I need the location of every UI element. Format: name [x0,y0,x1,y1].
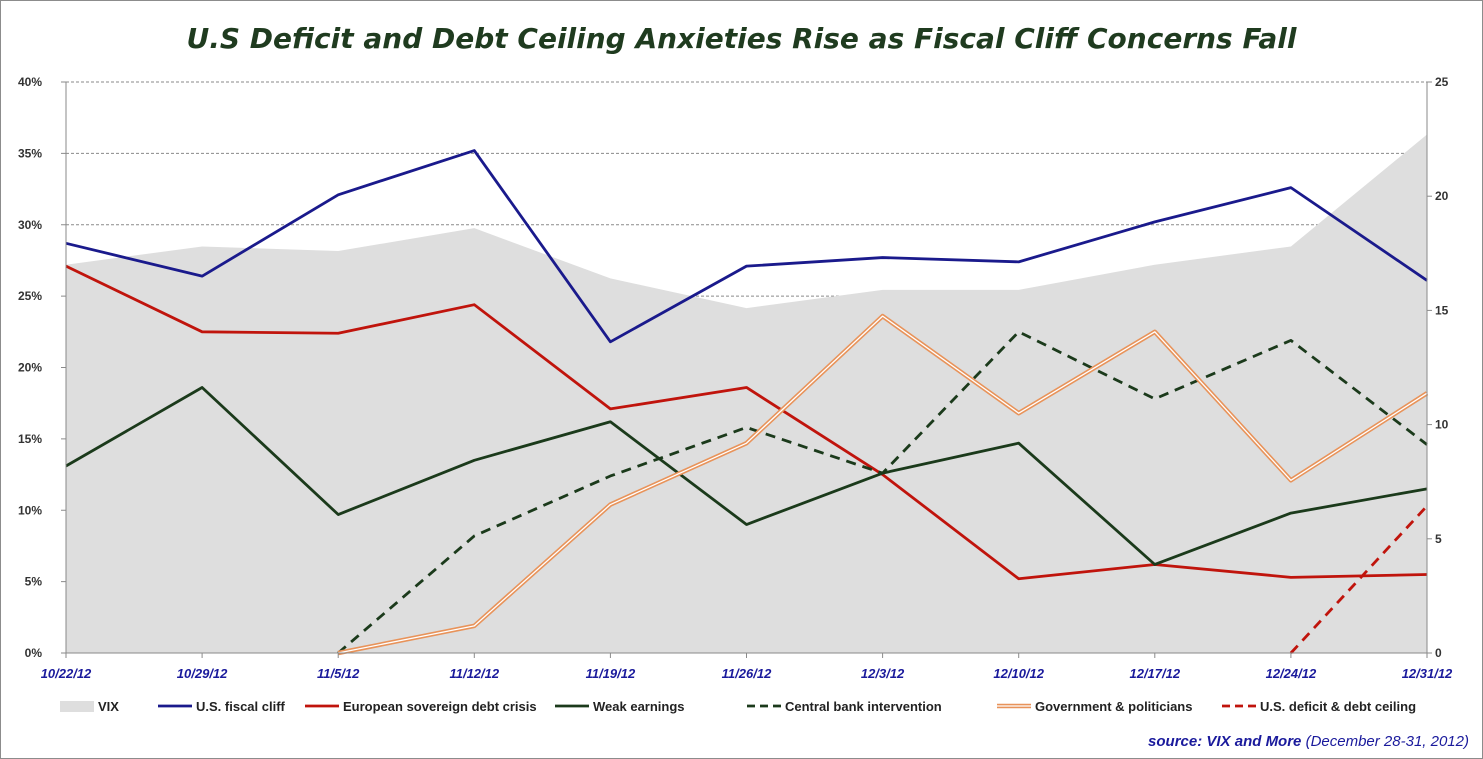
legend-label: U.S. deficit & debt ceiling [1260,699,1416,714]
y-left-tick-label: 35% [18,146,42,160]
legend-label: VIX [98,699,119,714]
y-left-tick-label: 0% [25,646,43,660]
source-prefix: source: VIX and More [1148,733,1302,750]
series-lines [65,149,1429,656]
series-area-vix [66,134,1427,654]
y-left-tick-label: 5% [25,575,43,589]
series-line-european-sovereign-debt-crisis [65,264,1428,581]
legend-item-weak-earnings: Weak earnings [555,699,685,714]
legend-label: Weak earnings [593,699,685,714]
series-line-weak-earnings [65,386,1428,566]
x-tick-label: 12/31/12 [1402,666,1453,681]
x-tick-label: 11/26/12 [722,666,772,681]
x-tick-label: 10/22/12 [41,666,92,681]
vix-area-layer [66,134,1427,654]
x-tick-label: 11/19/12 [586,666,636,681]
x-tick-label: 12/10/12 [993,666,1044,681]
y-right-tick-label: 5 [1435,532,1442,546]
legend-label: Government & politicians [1035,699,1192,714]
y-right-tick-label: 25 [1435,75,1449,89]
legend-label: European sovereign debt crisis [343,699,537,714]
axes: 0% 5% 10% 15% 20% 25% 30% 35% 40% 0 5 10 15 20 25 10/22… [18,75,1453,681]
y-left-tick-label: 20% [18,361,42,375]
legend-label: U.S. fiscal cliff [196,699,286,714]
chart-title: U.S Deficit and Debt Ceiling Anxieties R… [186,22,1297,55]
y-right-tick-label: 0 [1435,646,1442,660]
y-right-tick-label: 15 [1435,303,1449,317]
legend-item-government-politicians: Government & politicians [997,699,1192,714]
y-left-tick-label: 15% [18,432,42,446]
y-right-tick-label: 20 [1435,189,1449,203]
y-right-tick-label: 10 [1435,418,1449,432]
legend-item-vix: VIX [60,699,119,714]
y-left-tick-label: 25% [18,289,42,303]
legend-swatch [60,701,94,712]
x-tick-label: 10/29/12 [177,666,228,681]
source-note: source: VIX and More (December 28-31, 20… [1148,733,1469,750]
x-tick-label: 11/12/12 [449,666,499,681]
y-left-tick-label: 30% [18,218,42,232]
legend: VIX U.S. fiscal cliff European sovereign d… [60,699,1416,714]
series-line-government-politicians-inner [338,315,1428,654]
x-tick-label: 12/3/12 [861,666,905,681]
legend-item-u-s-deficit-debt-ceiling: U.S. deficit & debt ceiling [1222,699,1416,714]
legend-item-central-bank-intervention: Central bank intervention [747,699,942,714]
legend-item-u-s-fiscal-cliff: U.S. fiscal cliff [158,699,286,714]
x-tick-label: 11/5/12 [317,666,360,681]
x-tick-label: 12/17/12 [1129,666,1180,681]
y-left-tick-label: 40% [18,75,42,89]
legend-label: Central bank intervention [785,699,942,714]
y-left-tick-label: 10% [18,503,42,517]
x-tick-label: 12/24/12 [1266,666,1317,681]
series-line-u-s-fiscal-cliff [65,149,1428,344]
legend-item-european-sovereign-debt-crisis: European sovereign debt crisis [305,699,537,714]
series-line-central-bank-intervention [337,330,1428,655]
source-suffix: (December 28-31, 2012) [1301,733,1469,750]
